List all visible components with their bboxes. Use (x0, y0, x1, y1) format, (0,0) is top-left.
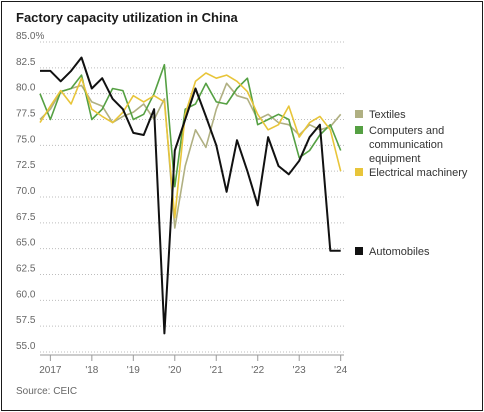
y-tick-label: 75.0 (16, 134, 36, 145)
x-tick-label: '23 (293, 365, 306, 376)
x-tick-label: '20 (168, 365, 181, 376)
y-tick-label: 80.0 (16, 83, 36, 94)
legend-swatch (355, 110, 363, 118)
y-tick-label: 65.0 (16, 238, 36, 249)
y-tick-label: 62.5 (16, 264, 36, 275)
legend-swatch (355, 168, 363, 176)
y-tick-label: 85.0% (16, 31, 44, 42)
source-note: Source: CEIC (16, 386, 78, 397)
y-tick-label: 82.5 (16, 57, 36, 68)
x-tick-label: '18 (85, 365, 98, 376)
legend-label: Automobiles (369, 246, 430, 258)
y-tick-label: 70.0 (16, 186, 36, 197)
y-tick-label: 60.0 (16, 289, 36, 300)
legend-label: Textiles (369, 109, 406, 121)
legend-swatch (355, 247, 363, 255)
legend-swatch (355, 126, 363, 134)
legend-label: Electrical machinery (369, 167, 468, 179)
y-tick-label: 55.0 (16, 341, 36, 352)
x-tick-label: '19 (127, 365, 140, 376)
y-tick-label: 77.5 (16, 109, 36, 120)
y-tick-label: 67.5 (16, 212, 36, 223)
series-line-automobiles (40, 56, 341, 335)
x-tick-label: '24 (334, 365, 347, 376)
y-tick-label: 72.5 (16, 160, 36, 171)
x-tick-label: '22 (251, 365, 264, 376)
series-line-electrical-machinery (39, 72, 342, 219)
y-tick-label: 57.5 (16, 315, 36, 326)
chart-title: Factory capacity utilization in China (16, 10, 238, 25)
x-tick-label: 2017 (39, 365, 62, 376)
x-tick-label: '21 (210, 365, 223, 376)
legend-label: Computers and communication equipment (369, 125, 444, 165)
